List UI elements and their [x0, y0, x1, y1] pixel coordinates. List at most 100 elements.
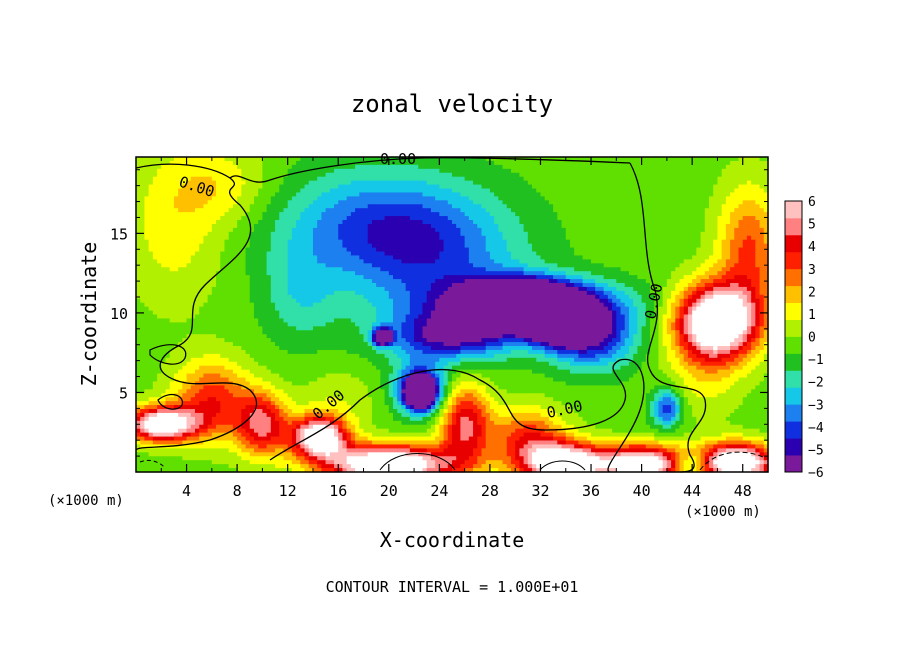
heatmap-cell: [203, 235, 209, 241]
heatmap-cell: [376, 440, 381, 446]
heatmap-cell: [165, 172, 171, 178]
heatmap-cell: [157, 263, 162, 268]
heatmap-cell: [279, 416, 285, 422]
heatmap-cell: [245, 342, 251, 347]
heatmap-cell: [169, 192, 175, 197]
heatmap-cell: [380, 420, 386, 426]
heatmap-cell: [279, 405, 285, 410]
heatmap-cell: [178, 157, 183, 162]
heatmap-cell: [207, 164, 213, 170]
heatmap-cell: [182, 298, 188, 304]
heatmap-cell: [148, 164, 154, 170]
heatmap-cell: [157, 279, 162, 284]
heatmap-cell: [148, 216, 154, 221]
heatmap-cell: [157, 275, 162, 280]
heatmap-cell: [380, 326, 386, 331]
heatmap-cell: [245, 271, 251, 276]
heatmap-cell: [338, 369, 344, 375]
heatmap-cell: [182, 192, 188, 197]
heatmap-cell: [224, 259, 230, 264]
heatmap-cell: [363, 271, 369, 276]
heatmap-cell: [173, 389, 179, 394]
heatmap-cell: [249, 286, 255, 292]
heatmap-cell: [338, 353, 344, 359]
heatmap-cell: [262, 338, 268, 343]
heatmap-cell: [296, 420, 301, 426]
heatmap-cell: [136, 275, 141, 280]
heatmap-cell: [245, 381, 251, 386]
heatmap-cell: [262, 330, 268, 335]
heatmap-cell: [338, 259, 344, 264]
heatmap-cell: [312, 444, 318, 449]
heatmap-cell: [178, 298, 183, 304]
heatmap-cell: [359, 176, 365, 182]
heatmap-cell: [287, 204, 293, 209]
heatmap-cell: [275, 377, 280, 383]
heatmap-cell: [173, 381, 179, 386]
heatmap-cell: [329, 405, 335, 410]
heatmap-cell: [224, 286, 230, 292]
heatmap-cell: [287, 456, 293, 461]
heatmap-cell: [308, 460, 314, 465]
heatmap-cell: [367, 436, 373, 442]
heatmap-cell: [287, 255, 293, 260]
heatmap-cell: [237, 456, 242, 461]
heatmap-cell: [317, 412, 322, 418]
heatmap-cell: [296, 247, 301, 253]
heatmap-cell: [199, 334, 205, 339]
heatmap-cell: [190, 460, 196, 465]
heatmap-cell: [203, 369, 209, 375]
heatmap-cell: [245, 294, 251, 300]
heatmap-cell: [228, 180, 234, 186]
heatmap-cell: [384, 188, 390, 194]
heatmap-cell: [329, 330, 335, 335]
heatmap-cell: [258, 176, 263, 182]
heatmap-cell: [161, 251, 167, 257]
heatmap-cell: [393, 180, 398, 186]
heatmap-cell: [371, 377, 377, 383]
heatmap-cell: [317, 216, 322, 221]
heatmap-cell: [283, 365, 289, 371]
heatmap-cell: [300, 286, 306, 292]
heatmap-cell: [190, 176, 196, 182]
heatmap-cell: [152, 342, 158, 347]
heatmap-cell: [376, 412, 381, 418]
heatmap-cell: [350, 373, 356, 379]
heatmap-cell: [270, 385, 276, 390]
heatmap-cell: [287, 397, 293, 402]
heatmap-cell: [380, 294, 386, 300]
heatmap-cell: [241, 357, 247, 363]
heatmap-cell: [329, 349, 335, 355]
heatmap-cell: [253, 310, 259, 316]
heatmap-cell: [199, 338, 205, 343]
heatmap-cell: [140, 377, 146, 383]
heatmap-cell: [245, 448, 251, 453]
heatmap-cell: [182, 275, 188, 280]
heatmap-cell: [194, 405, 200, 410]
heatmap-cell: [275, 464, 280, 469]
heatmap-cell: [173, 164, 179, 170]
heatmap-cell: [393, 326, 398, 331]
heatmap-cell: [359, 306, 365, 312]
heatmap-cell: [220, 310, 226, 316]
heatmap-cell: [350, 306, 356, 312]
heatmap-cell: [380, 361, 386, 367]
heatmap-cell: [157, 432, 162, 438]
heatmap-cell: [270, 298, 276, 304]
heatmap-cell: [325, 216, 331, 221]
heatmap-cell: [355, 220, 360, 225]
heatmap-cell: [312, 255, 318, 260]
heatmap-cell: [140, 172, 146, 178]
heatmap-cell: [253, 381, 259, 386]
heatmap-cell: [397, 204, 403, 209]
heatmap-cell: [376, 310, 381, 316]
heatmap-cell: [355, 227, 360, 233]
heatmap-cell: [186, 416, 192, 422]
heatmap-cell: [291, 334, 297, 339]
heatmap-cell: [317, 279, 322, 284]
heatmap-cell: [384, 420, 390, 426]
heatmap-cell: [241, 196, 247, 201]
heatmap-cell: [346, 424, 352, 430]
heatmap-cell: [136, 157, 141, 162]
heatmap-cell: [329, 227, 335, 233]
